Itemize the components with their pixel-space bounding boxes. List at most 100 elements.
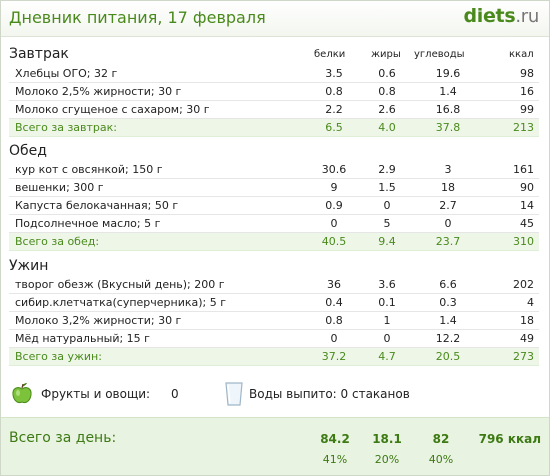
diary-header: Дневник питания, 17 февраля diets.ru — [1, 1, 549, 37]
food-fat: 5 — [383, 217, 391, 230]
food-kcal: 202 — [513, 278, 534, 291]
food-fat: 2.6 — [378, 103, 396, 116]
food-name: Капуста белокачанная; 50 г — [15, 199, 179, 212]
col-header-kcal: ккал — [509, 49, 534, 60]
day-fat: 18.1 — [372, 432, 402, 446]
total-fat: 9.4 — [378, 235, 396, 248]
food-carbs: 0 — [444, 217, 452, 230]
total-kcal: 310 — [513, 235, 534, 248]
food-fat: 0.1 — [378, 296, 396, 309]
day-carbs-pct: 40% — [428, 453, 454, 466]
total-carbs: 20.5 — [435, 350, 461, 363]
food-name: сибир.клетчатка(суперчерника); 5 г — [15, 296, 227, 309]
food-row[interactable]: Молоко 2,5% жирности; 30 г 0.8 0.8 1.4 1… — [9, 83, 539, 101]
food-carbs: 2.7 — [439, 199, 457, 212]
col-header-carbs: углеводы — [414, 49, 465, 60]
food-row[interactable]: кур кот с овсянкой; 150 г 30.6 2.9 3 161 — [9, 161, 539, 179]
food-fat: 0.8 — [378, 85, 396, 98]
food-row[interactable]: Капуста белокачанная; 50 г 0.9 0 2.7 14 — [9, 197, 539, 215]
food-row[interactable]: вешенки; 300 г 9 1.5 18 90 — [9, 179, 539, 197]
logo-main: diets — [463, 5, 516, 27]
food-protein: 0 — [330, 217, 338, 230]
col-header-protein: белки — [314, 49, 346, 60]
food-row[interactable]: Подсолнечное масло; 5 г 0 5 0 45 — [9, 215, 539, 233]
day-total-panel: Всего за день: 84.2 18.1 82 796 ккал 41%… — [1, 417, 549, 475]
meal-total-row: Всего за завтрак: 6.5 4.0 37.8 213 — [9, 119, 539, 137]
food-carbs: 16.8 — [435, 103, 461, 116]
food-protein: 0.8 — [325, 314, 343, 327]
food-name: Молоко 3,2% жирности; 30 г — [15, 314, 182, 327]
total-kcal: 213 — [513, 121, 534, 134]
food-fat: 0 — [383, 332, 391, 345]
food-row[interactable]: Молоко сгущеное с сахаром; 30 г 2.2 2.6 … — [9, 101, 539, 119]
food-protein: 9 — [330, 181, 338, 194]
food-kcal: 90 — [520, 181, 534, 194]
food-row[interactable]: творог обезж (Вкусный день); 200 г 36 3.… — [9, 276, 539, 294]
meal-total-row: Всего за обед: 40.5 9.4 23.7 310 — [9, 233, 539, 251]
total-carbs: 23.7 — [435, 235, 461, 248]
food-kcal: 14 — [520, 199, 534, 212]
day-kcal: 796 ккал — [478, 432, 541, 446]
total-label: Всего за ужин: — [15, 350, 102, 363]
food-name: Молоко 2,5% жирности; 30 г — [15, 85, 182, 98]
food-row[interactable]: сибир.клетчатка(суперчерника); 5 г 0.4 0… — [9, 294, 539, 312]
food-kcal: 99 — [520, 103, 534, 116]
food-kcal: 161 — [513, 163, 534, 176]
food-carbs: 3 — [444, 163, 452, 176]
day-total-label: Всего за день: — [9, 430, 117, 446]
food-name: Подсолнечное масло; 5 г — [15, 217, 161, 230]
food-carbs: 0.3 — [439, 296, 457, 309]
total-carbs: 37.8 — [435, 121, 461, 134]
food-protein: 36 — [327, 278, 341, 291]
food-fat: 1.5 — [378, 181, 396, 194]
food-kcal: 98 — [520, 67, 534, 80]
food-name: Молоко сгущеное с сахаром; 30 г — [15, 103, 210, 116]
day-protein: 84.2 — [320, 432, 350, 446]
food-fat: 0.6 — [378, 67, 396, 80]
food-protein: 0 — [330, 332, 338, 345]
food-protein: 30.6 — [321, 163, 347, 176]
total-fat: 4.7 — [378, 350, 396, 363]
food-protein: 0.9 — [325, 199, 343, 212]
total-fat: 4.0 — [378, 121, 396, 134]
day-carbs: 82 — [432, 432, 450, 446]
food-carbs: 1.4 — [439, 314, 457, 327]
meal-title-breakfast: Завтрак — [9, 46, 69, 62]
fruits-label: Фрукты и овощи: — [41, 387, 151, 401]
total-kcal: 273 — [513, 350, 534, 363]
food-kcal: 18 — [520, 314, 534, 327]
meal-title-lunch: Обед — [9, 143, 47, 159]
food-carbs: 6.6 — [439, 278, 457, 291]
food-carbs: 1.4 — [439, 85, 457, 98]
site-logo[interactable]: diets.ru — [463, 5, 539, 27]
meal-total-row: Всего за ужин: 37.2 4.7 20.5 273 — [9, 348, 539, 366]
apple-icon — [12, 383, 32, 404]
extras-row: Фрукты и овощи: 0 Воды выпито: 0 стакано… — [11, 381, 531, 409]
food-protein: 3.5 — [325, 67, 343, 80]
day-fat-pct: 20% — [374, 453, 400, 466]
food-protein: 0.4 — [325, 296, 343, 309]
food-name: кур кот с овсянкой; 150 г — [15, 163, 163, 176]
meal-title-dinner: Ужин — [9, 258, 49, 274]
food-protein: 2.2 — [325, 103, 343, 116]
food-row[interactable]: Мёд натуральный; 15 г 0 0 12.2 49 — [9, 330, 539, 348]
food-kcal: 49 — [520, 332, 534, 345]
total-protein: 40.5 — [321, 235, 347, 248]
food-row[interactable]: Молоко 3,2% жирности; 30 г 0.8 1 1.4 18 — [9, 312, 539, 330]
logo-tld: .ru — [515, 6, 539, 27]
food-fat: 3.6 — [378, 278, 396, 291]
total-protein: 37.2 — [321, 350, 347, 363]
page-title: Дневник питания, 17 февраля — [9, 8, 266, 27]
food-fat: 2.9 — [378, 163, 396, 176]
total-protein: 6.5 — [325, 121, 343, 134]
food-row[interactable]: Хлебцы ОГО; 32 г 3.5 0.6 19.6 98 — [9, 65, 539, 83]
food-name: вешенки; 300 г — [15, 181, 104, 194]
food-fat: 0 — [383, 199, 391, 212]
food-fat: 1 — [383, 314, 391, 327]
food-name: творог обезж (Вкусный день); 200 г — [15, 278, 225, 291]
total-label: Всего за завтрак: — [15, 121, 118, 134]
food-kcal: 4 — [527, 296, 534, 309]
total-label: Всего за обед: — [15, 235, 100, 248]
food-kcal: 45 — [520, 217, 534, 230]
